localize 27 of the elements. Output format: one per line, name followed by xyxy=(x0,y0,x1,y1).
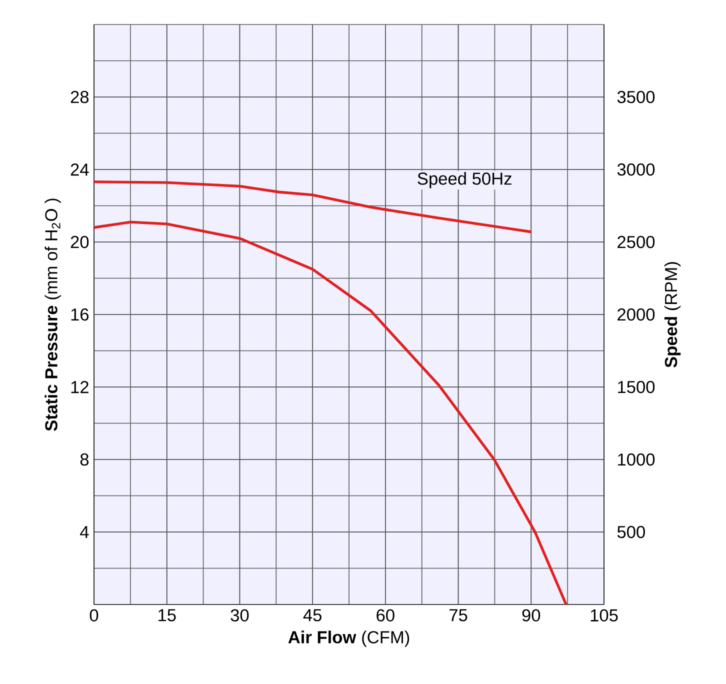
y2-tick-label: 3500 xyxy=(617,90,655,104)
x-tick-label: 30 xyxy=(230,609,249,622)
y2-tick-label: 2500 xyxy=(618,236,655,248)
y2-tick-label: 2000 xyxy=(618,308,655,321)
y2-tick-label: 500 xyxy=(617,526,645,538)
x-tick-label: 15 xyxy=(158,609,176,622)
x-tick-label: 60 xyxy=(376,609,394,622)
x-tick-label: 0 xyxy=(90,609,98,622)
x-tick-label: 90 xyxy=(522,609,540,622)
x-axis-title: Air Flow (CFM) xyxy=(288,630,410,647)
y-tick-label: 28 xyxy=(70,90,89,104)
y2-tick-label: 1500 xyxy=(618,380,655,394)
y-tick-label: 8 xyxy=(80,453,89,466)
x-tick-label: 45 xyxy=(303,609,322,622)
y2-tick-label: 3000 xyxy=(617,163,655,176)
y-tick-label: 20 xyxy=(70,236,89,248)
y-tick-label: 16 xyxy=(71,308,89,321)
y-tick-label: 24 xyxy=(70,163,89,176)
y-tick-label: 12 xyxy=(71,380,88,394)
line-series xyxy=(94,220,568,605)
y-tick-label: 4 xyxy=(80,526,89,538)
x-tick-label: 75 xyxy=(450,609,468,622)
y-axis-title: Static Pressure (mm of H$_{2}$O ) xyxy=(44,198,61,431)
y2-tick-label: 1000 xyxy=(618,453,655,466)
annotation: Speed 50Hz xyxy=(418,172,512,188)
x-tick-label: 105 xyxy=(590,609,618,622)
y2-axis-title: Speed (RPM) xyxy=(664,262,681,368)
